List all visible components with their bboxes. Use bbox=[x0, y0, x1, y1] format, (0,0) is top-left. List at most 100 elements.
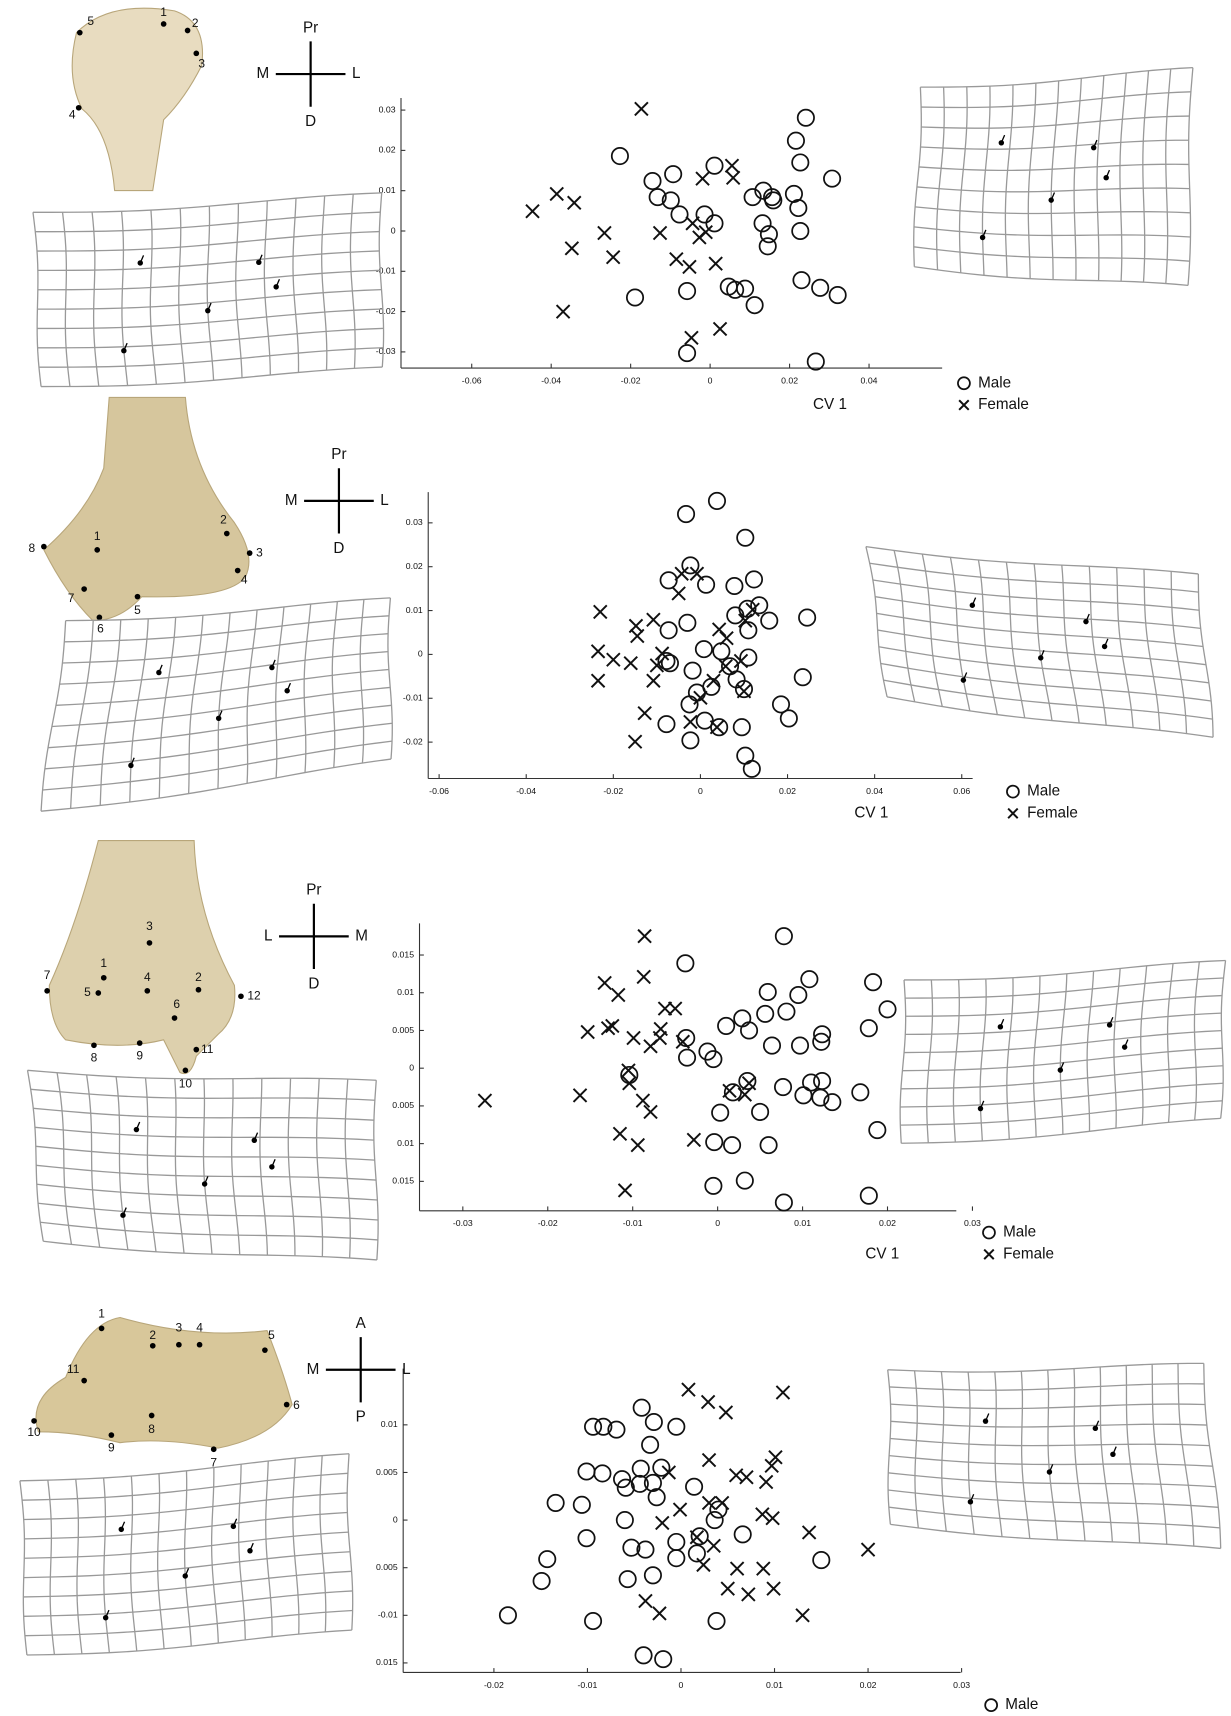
deformation-grid-line bbox=[345, 1079, 350, 1258]
x-tick-label: 0.04 bbox=[861, 375, 878, 385]
distal-humerus-posterior bbox=[44, 397, 249, 620]
deformation-grid-line bbox=[1060, 974, 1066, 1135]
data-point bbox=[778, 1003, 794, 1019]
distal-humerus-inferior bbox=[36, 1317, 292, 1448]
data-point bbox=[686, 217, 699, 230]
landmark-label: 12 bbox=[247, 988, 261, 1002]
data-point bbox=[725, 159, 738, 172]
deformation-grid-line bbox=[24, 1532, 348, 1558]
data-point bbox=[669, 1002, 682, 1015]
deformation-grid-line bbox=[1087, 971, 1093, 1131]
data-point bbox=[760, 1137, 776, 1153]
data-point bbox=[613, 1127, 626, 1140]
x-tick-label: 0.04 bbox=[866, 786, 883, 796]
data-point bbox=[656, 1516, 669, 1529]
data-point bbox=[829, 287, 845, 303]
landmark-label: 2 bbox=[192, 16, 199, 30]
legend-marker bbox=[984, 1250, 994, 1260]
orientation-label: D bbox=[308, 975, 319, 992]
data-point bbox=[648, 1489, 664, 1505]
landmark-dot bbox=[172, 1015, 178, 1021]
data-point bbox=[638, 930, 651, 943]
deformation-grid-line bbox=[1126, 1365, 1139, 1542]
deformation-grid-line bbox=[247, 610, 257, 783]
landmark-dot bbox=[109, 1432, 115, 1438]
x-tick-label: -0.06 bbox=[462, 375, 482, 385]
data-point bbox=[539, 1551, 555, 1567]
landmark-dot bbox=[150, 1343, 156, 1349]
x-tick-label: 0.02 bbox=[781, 375, 798, 385]
y-tick-label: -0.02 bbox=[403, 736, 423, 746]
y-tick-label: 0.015 bbox=[392, 1176, 414, 1186]
landmark-label: 1 bbox=[98, 1306, 105, 1320]
data-point bbox=[687, 1133, 700, 1146]
deformation-grid-line bbox=[1074, 78, 1081, 280]
x-tick-label: -0.02 bbox=[603, 786, 623, 796]
data-point bbox=[707, 674, 720, 687]
data-point bbox=[631, 629, 644, 642]
deformation-grid-line bbox=[20, 1481, 27, 1655]
data-point bbox=[638, 707, 651, 720]
y-tick-label: -0.01 bbox=[378, 1610, 398, 1620]
deformation-grid-line bbox=[888, 1370, 891, 1525]
orientation-label: M bbox=[307, 1361, 320, 1378]
data-point bbox=[865, 974, 881, 990]
data-point bbox=[737, 280, 753, 296]
data-point bbox=[592, 645, 605, 658]
data-point bbox=[698, 577, 714, 593]
data-point bbox=[740, 1471, 753, 1484]
deformation-grid-line bbox=[1120, 73, 1126, 281]
landmark-dot bbox=[97, 615, 103, 621]
data-point bbox=[707, 1539, 720, 1552]
data-point bbox=[814, 1073, 830, 1089]
landmark-vector bbox=[1122, 1044, 1127, 1049]
landmark-vector bbox=[998, 1024, 1003, 1029]
data-point bbox=[792, 223, 808, 239]
deformation-grid-line bbox=[900, 980, 906, 1143]
deformation-grid-line bbox=[1171, 571, 1186, 733]
figure: -0.06 -0.04 -0.02 0 0.02 0.04 -0.03 -0.02 -0.01 0… bbox=[0, 0, 1231, 1716]
deformation-grid-line bbox=[904, 960, 1226, 979]
deformation-grid-line bbox=[92, 212, 99, 386]
x-tick-label: -0.06 bbox=[429, 786, 449, 796]
data-point bbox=[612, 148, 628, 164]
x-tick-label: -0.03 bbox=[453, 1218, 473, 1228]
deformation-grid-line bbox=[232, 1079, 240, 1255]
data-point bbox=[790, 200, 806, 216]
x-tick-label: 0.01 bbox=[794, 1218, 811, 1228]
data-point bbox=[692, 1528, 708, 1544]
data-point bbox=[734, 1010, 750, 1026]
deformation-grid-line bbox=[131, 1476, 137, 1651]
deformation-grid-line bbox=[1178, 1364, 1194, 1547]
x-tick-label: -0.02 bbox=[484, 1680, 504, 1690]
data-point bbox=[602, 1022, 615, 1035]
legend-marker bbox=[1008, 809, 1018, 819]
data-point bbox=[653, 1607, 666, 1620]
legend-marker bbox=[958, 377, 970, 389]
data-point bbox=[631, 1139, 644, 1152]
data-point bbox=[705, 1178, 721, 1194]
data-point bbox=[799, 609, 815, 625]
deformation-grid-line bbox=[48, 1480, 55, 1654]
y-tick-label: 0.01 bbox=[381, 1419, 398, 1429]
data-point bbox=[685, 331, 698, 344]
legend-label: Female bbox=[1027, 804, 1078, 821]
data-point bbox=[775, 1079, 791, 1095]
deformation-grid-line bbox=[1143, 71, 1149, 282]
deformation-grid-line bbox=[1034, 976, 1040, 1137]
landmark-label: 8 bbox=[148, 1422, 155, 1436]
landmark-label: 7 bbox=[44, 968, 51, 982]
data-point bbox=[709, 493, 725, 509]
x-tick-label: 0 bbox=[679, 1680, 684, 1690]
data-point bbox=[594, 1465, 610, 1481]
deformation-grid-line bbox=[968, 1372, 974, 1534]
data-point bbox=[862, 1543, 875, 1556]
landmark-dot bbox=[41, 544, 47, 550]
data-point bbox=[710, 721, 723, 734]
landmark-vector bbox=[156, 670, 161, 675]
x-tick-label: -0.04 bbox=[541, 375, 561, 385]
orientation-label: L bbox=[264, 927, 272, 944]
landmark-label: 3 bbox=[198, 56, 205, 70]
data-point bbox=[565, 242, 578, 255]
landmark-label: 3 bbox=[256, 545, 263, 559]
